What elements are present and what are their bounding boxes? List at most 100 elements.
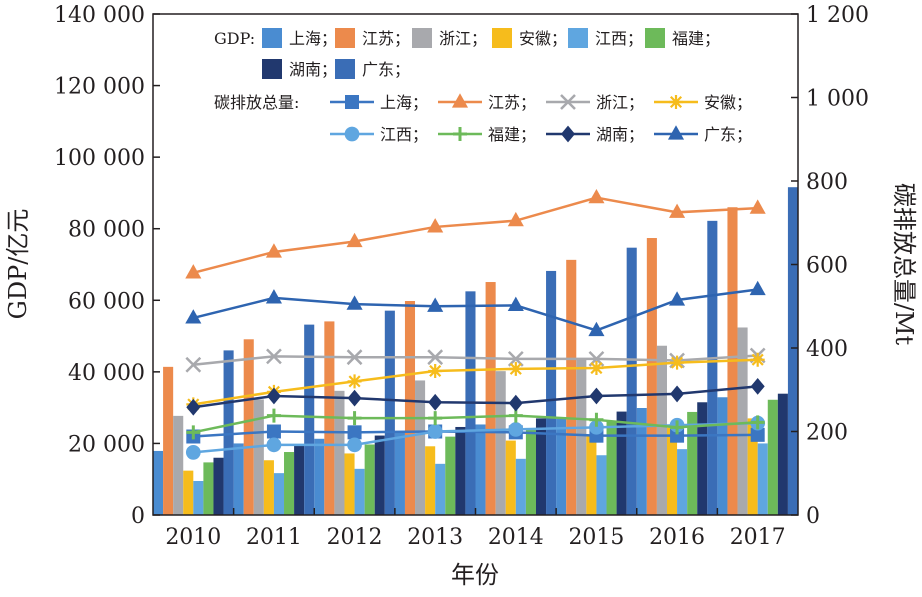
legend-gdp-title: GDP: [214,29,255,48]
co2-point-江苏-2013 [427,218,444,233]
co2-point-安徽-2016 [670,355,685,370]
bar-浙江-2010 [173,415,184,515]
bar-江苏-2010 [163,366,174,515]
legend-co2-title: 碳排放总量: [214,93,299,112]
legend-swatch-gdp-上海 [262,28,282,48]
co2-point-江西-2012 [347,437,362,453]
co2-point-江苏-2016 [669,203,686,218]
bar-浙江-2015 [576,359,587,515]
bar-上海-2014 [475,424,486,515]
bar-福建-2016 [687,411,698,515]
co2-point-江西-2014 [508,422,524,437]
co2-point-湖南-2012 [347,389,362,407]
legend-label-gdp-广东: 广东； [362,60,410,79]
legend-swatch-gdp-广东 [335,59,355,79]
y2-tick-label: 600 [806,254,848,279]
x-tick-label: 2011 [246,525,302,550]
legend-marker-co2-上海 [345,95,359,109]
bar-上海-2017 [717,397,728,515]
legend-swatch-gdp-江西 [568,28,588,48]
bar-江西-2010 [193,481,204,515]
bar-安徽-2016 [666,427,678,515]
y2-tick-label: 800 [806,170,848,195]
legend-label-gdp-上海: 上海； [289,29,337,48]
co2-point-广东-2014 [507,296,524,312]
co2-point-湖南-2016 [670,385,685,403]
bar-上海-2011 [233,443,244,515]
y2-tick-label: 400 [806,337,848,362]
legend-swatch-gdp-湖南 [262,59,282,79]
co2-point-广东-2013 [427,297,444,312]
legend-label-gdp-江苏: 江苏； [362,29,410,48]
y2-tick-label: 200 [806,421,848,446]
bar-江西-2011 [273,473,285,515]
co2-point-湖南-2017 [750,378,765,395]
bar-湖南-2014 [535,418,547,515]
legend-marker-co2-安徽 [669,95,683,109]
y2-tick-label: 1 000 [806,87,869,112]
bar-湖南-2016 [697,402,708,515]
legend-label-gdp-湖南: 湖南； [289,60,337,79]
y2-tick-label: 0 [806,504,820,529]
co2-line-湖南 [193,385,758,409]
bar-上海-2012 [314,438,325,515]
bar-福建-2014 [525,428,536,515]
x-axis-label: 年份 [451,561,499,589]
co2-point-江苏-2014 [507,211,524,227]
co2-point-上海-2012 [347,425,362,440]
bar-安徽-2011 [263,460,274,515]
co2-point-广东-2010 [185,309,202,324]
bar-江苏-2014 [485,282,496,515]
bar-江西-2012 [354,468,365,515]
co2-line-浙江 [193,354,758,366]
legend-swatch-gdp-福建 [645,28,665,48]
bar-湖南-2017 [777,393,788,515]
bar-浙江-2011 [253,399,264,515]
co2-line-广东 [193,288,758,332]
co2-point-广东-2012 [346,295,363,310]
co2-point-江苏-2012 [346,232,363,248]
co2-line-安徽 [193,358,758,406]
bar-浙江-2013 [415,380,426,515]
bar-江苏-2013 [404,301,416,515]
y-tick-label: 40 000 [68,361,145,386]
bar-上海-2015 [556,418,567,515]
legend-label-gdp-江西: 江西； [595,29,643,48]
bar-广东-2012 [384,310,395,515]
legend-label-co2-浙江: 浙江； [596,93,644,112]
legend-marker-co2-浙江 [560,94,576,110]
gdp-bars [153,187,798,516]
co2-point-广东-2011 [265,289,282,304]
legend-marker-co2-湖南 [561,125,575,143]
legend-label-co2-江西: 江西； [380,125,428,144]
y-tick-label: 20 000 [68,432,145,457]
co2-point-上海-2016 [670,428,685,443]
y-tick-label: 100 000 [54,146,145,171]
bar-湖南-2012 [374,435,385,515]
bar-江西-2016 [677,449,688,515]
x-tick-label: 2013 [407,525,463,550]
legend-label-gdp-安徽: 安徽； [519,29,567,48]
co2-point-湖南-2014 [508,394,523,412]
bar-福建-2010 [203,462,214,515]
co2-point-江西-2011 [266,437,282,453]
bar-广东-2017 [787,187,798,515]
x-tick-label: 2015 [568,525,624,550]
co2-point-福建-2010 [186,425,201,440]
co2-point-湖南-2011 [266,387,281,405]
co2-point-广东-2017 [749,280,766,296]
bar-江西-2014 [515,458,526,515]
co2-point-安徽-2013 [428,363,443,378]
bar-广东-2016 [707,220,718,515]
co2-point-上海-2017 [750,427,765,442]
bar-湖南-2011 [294,444,305,515]
co2-point-江西-2015 [589,419,604,435]
co2-line-福建 [193,414,758,434]
bar-浙江-2017 [737,327,748,515]
legend-label-co2-福建: 福建； [488,125,536,144]
bar-江苏-2011 [243,339,254,515]
co2-point-广东-2015 [588,321,605,337]
co2-point-江苏-2017 [749,199,766,214]
bar-湖南-2010 [213,457,224,515]
